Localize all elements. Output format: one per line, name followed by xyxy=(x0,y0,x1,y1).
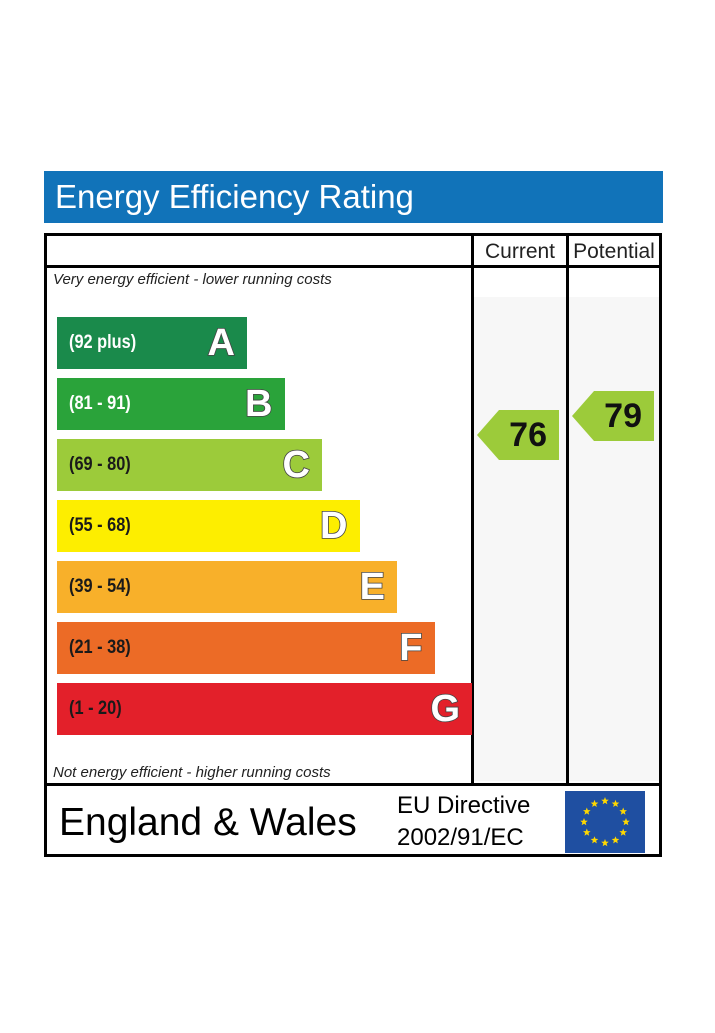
band-e: (39 - 54) E xyxy=(57,561,397,613)
band-c: (69 - 80) C xyxy=(57,439,322,491)
inefficient-note: Not energy efficient - higher running co… xyxy=(53,764,331,781)
potential-arrow-body xyxy=(572,390,654,441)
potential-arrow-shape xyxy=(572,390,654,441)
band-range-label: (69 - 80) xyxy=(69,454,131,475)
band-range-label: (92 plus) xyxy=(69,332,137,353)
band-range-label: (21 - 38) xyxy=(69,637,131,658)
eu-flag-star xyxy=(590,836,599,844)
band-b: (81 - 91) B xyxy=(57,378,285,430)
directive-line-2: 2002/91/EC xyxy=(397,824,524,851)
eu-flag-star xyxy=(619,807,627,815)
current-rating-value: 76 xyxy=(509,416,547,455)
header-divider xyxy=(47,265,659,268)
eu-flag-star xyxy=(622,818,630,826)
band-a: (92 plus) A xyxy=(57,317,247,369)
potential-column-header: Potential xyxy=(573,240,655,263)
eu-flag-star xyxy=(583,807,591,815)
band-letter: C xyxy=(282,443,311,487)
band-range-label: (1 - 20) xyxy=(69,698,122,719)
eu-flag-star xyxy=(619,828,627,836)
band-letter: E xyxy=(359,565,386,609)
band-letter: G xyxy=(430,687,461,731)
current-arrow-shape xyxy=(477,410,559,461)
current-column-bg xyxy=(474,297,566,781)
potential-column-bg xyxy=(569,297,659,781)
current-column-header: Current xyxy=(484,240,556,263)
band-range-label: (81 - 91) xyxy=(69,393,131,414)
band-letter: F xyxy=(398,626,423,670)
eu-flag-star xyxy=(590,799,599,808)
eu-flag-star xyxy=(601,797,609,805)
band-range-label: (39 - 54) xyxy=(69,576,131,597)
band-letter: B xyxy=(244,382,273,426)
eu-flag-star xyxy=(601,839,609,847)
eu-flag-icon xyxy=(565,791,645,853)
band-f: (21 - 38) F xyxy=(57,622,435,674)
potential-rating-value: 79 xyxy=(604,396,642,435)
band-letter: A xyxy=(207,321,236,365)
band-g: (1 - 20) G xyxy=(57,683,472,735)
band-d: (55 - 68) D xyxy=(57,500,360,552)
current-column-divider xyxy=(471,236,474,786)
potential-column-divider xyxy=(566,236,569,786)
eu-flag-star xyxy=(611,799,620,808)
footer-divider xyxy=(47,783,659,786)
rating-frame: Current Potential Very energy efficient … xyxy=(44,233,662,857)
eu-flag-star xyxy=(583,828,591,836)
directive-line-1: EU Directive xyxy=(397,792,531,819)
rating-title: Energy Efficiency Rating xyxy=(44,171,663,223)
potential-rating-arrow: 79 xyxy=(572,390,654,441)
band-letter: D xyxy=(319,504,348,548)
eu-flag-star xyxy=(611,836,620,844)
band-range-label: (55 - 68) xyxy=(69,515,131,536)
current-arrow-body xyxy=(477,410,559,461)
current-rating-arrow: 76 xyxy=(477,410,559,461)
efficient-note: Very energy efficient - lower running co… xyxy=(53,271,332,288)
footer-region: England & Wales xyxy=(59,801,357,844)
eu-flag-star xyxy=(580,818,588,826)
